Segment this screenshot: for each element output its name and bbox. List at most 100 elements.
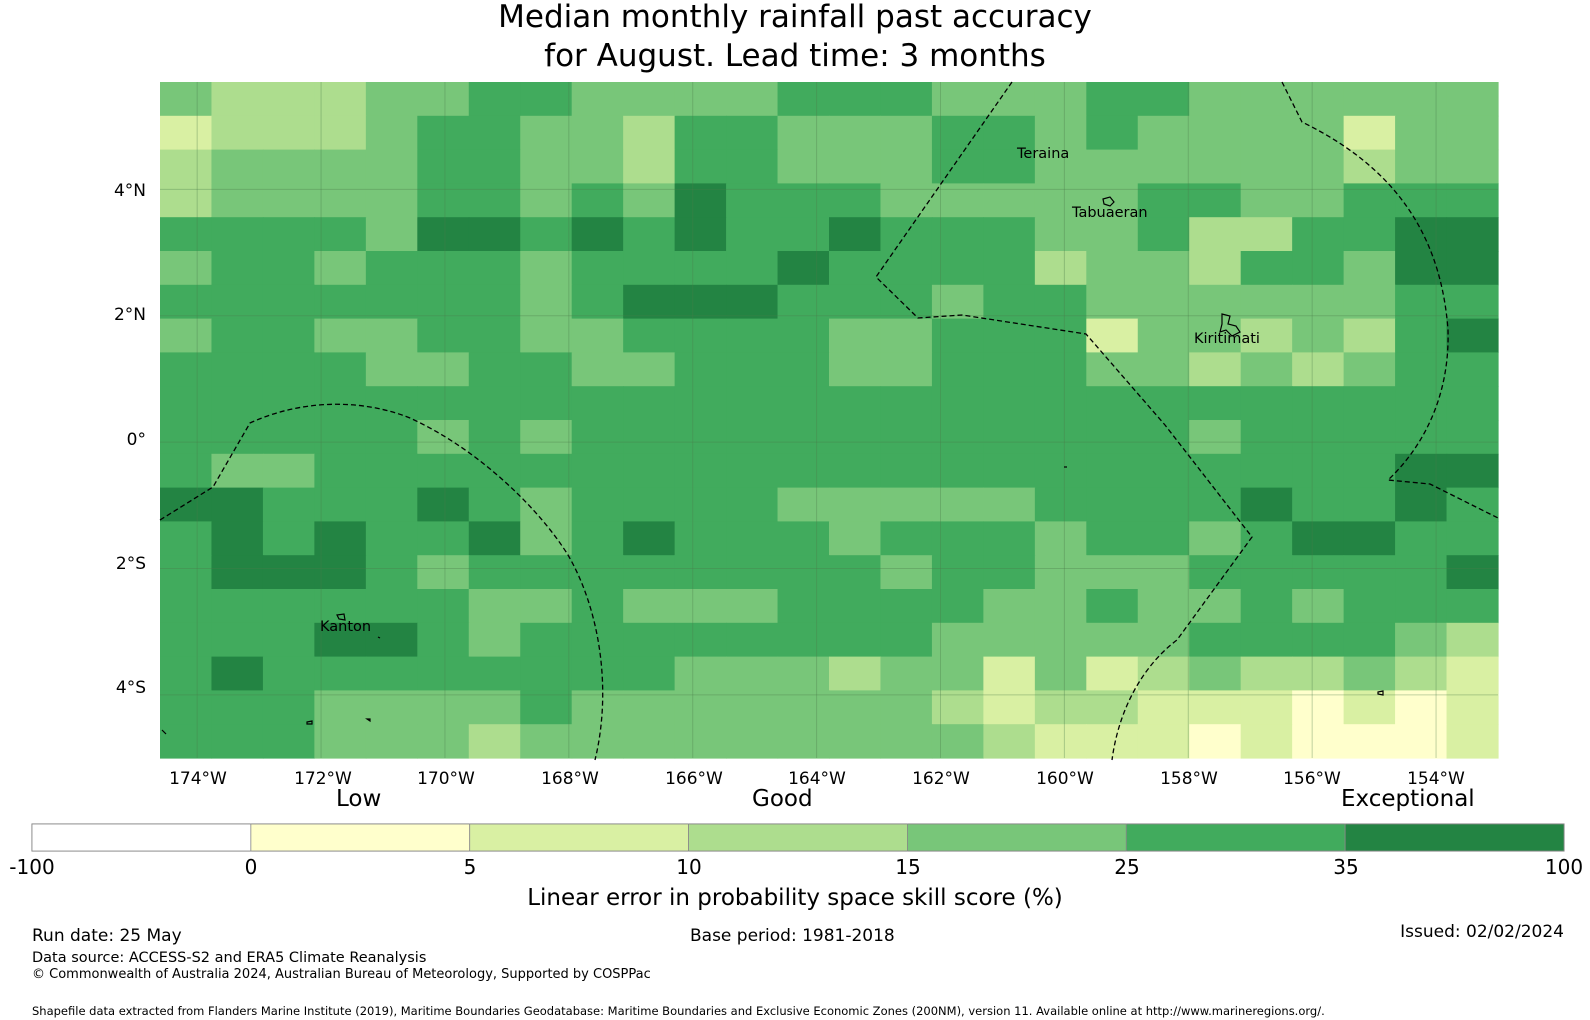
grid-cell (1086, 724, 1139, 759)
grid-cell (1034, 115, 1087, 151)
grid-cell (674, 284, 727, 320)
grid-cell (1034, 690, 1087, 725)
grid-cell (1137, 724, 1190, 759)
grid-cell (1292, 420, 1345, 455)
grid-cell (777, 115, 830, 151)
grid-cell (1189, 352, 1242, 387)
grid-cell (726, 690, 779, 725)
grid-cell (365, 487, 418, 522)
grid-cell (1240, 420, 1293, 455)
grid-cell (829, 724, 882, 759)
grid-cell (1189, 386, 1242, 421)
grid-cell (931, 487, 984, 522)
kiritimati-island (1219, 313, 1241, 337)
grid-cell (674, 622, 727, 658)
grid-cell (1343, 386, 1396, 421)
grid-cell (1137, 284, 1190, 320)
grid-cell (777, 284, 830, 320)
grid-cell (211, 386, 264, 421)
grid-cell (1446, 82, 1499, 117)
grid-cell (1395, 251, 1448, 286)
grid-cell (1395, 622, 1448, 658)
grid-cell (777, 656, 830, 691)
grid-cell (520, 82, 573, 117)
colorbar-segment (1125, 823, 1346, 852)
grid-cell (520, 149, 573, 184)
colorbar-tick: 0 (244, 855, 258, 879)
grid-cell (829, 622, 882, 658)
grid-cell (1292, 622, 1345, 658)
grid-cell (1034, 183, 1087, 218)
grid-cell (623, 555, 676, 590)
grid-cell (829, 420, 882, 455)
grid-cell (1240, 487, 1293, 522)
grid-cell (417, 487, 470, 522)
grid-cell (314, 251, 367, 286)
grid-cell (365, 82, 418, 117)
grid-cell (726, 82, 779, 117)
lat-label-2s: 2°S (115, 554, 146, 574)
grid-cell (983, 352, 1036, 387)
grid-cell (160, 555, 213, 590)
run-date: Run date: 25 May (32, 926, 182, 946)
grid-cell (1343, 589, 1396, 624)
grid-cell (314, 521, 367, 556)
grid-cell (211, 352, 264, 387)
grid-cell (1446, 453, 1499, 489)
grid-cell (674, 386, 727, 421)
grid-cell (1189, 217, 1242, 252)
eez-boundary-line (875, 81, 1253, 761)
grid-cell (1446, 622, 1499, 658)
map-title-line-1: Median monthly rainfall past accuracy (498, 0, 1092, 35)
grid-cell (777, 420, 830, 455)
grid-cell (931, 453, 984, 489)
grid-cell (160, 622, 213, 658)
grid-cell (931, 251, 984, 286)
grid-cell (1189, 487, 1242, 522)
colorbar-tick: 5 (463, 855, 477, 879)
grid-cell (571, 115, 624, 151)
grid-cell (468, 115, 521, 151)
grid-cell (1240, 690, 1293, 725)
grid-cell (983, 217, 1036, 252)
grid-cell (931, 352, 984, 387)
grid-cell (829, 183, 882, 218)
grid-cell (1086, 656, 1139, 691)
grid-cell (1395, 656, 1448, 691)
grid-cell (211, 690, 264, 725)
grid-cell (520, 453, 573, 489)
grid-cell (777, 149, 830, 184)
grid-cell (417, 622, 470, 658)
islet (161, 729, 167, 735)
grid-cell (880, 656, 933, 691)
grid-cell (674, 318, 727, 353)
grid-cell (1189, 149, 1242, 184)
grid-cell (726, 352, 779, 387)
grid-cell (314, 453, 367, 489)
grid-cell (160, 352, 213, 387)
grid-cell (520, 589, 573, 624)
grid-cell (1343, 420, 1396, 455)
grid-cell (1034, 420, 1087, 455)
grid-cell (983, 284, 1036, 320)
grid-cell (983, 386, 1036, 421)
grid-cell (571, 521, 624, 556)
grid-cell (520, 690, 573, 725)
grid-cell (1292, 251, 1345, 286)
grid-cell (777, 724, 830, 759)
grid-cell (829, 217, 882, 252)
grid-cell (623, 352, 676, 387)
lon-label-164w: 164°W (788, 769, 846, 789)
grid-cell (211, 487, 264, 522)
grid-cell (1343, 690, 1396, 725)
grid-cell (726, 724, 779, 759)
grid-cell (983, 149, 1036, 184)
grid-cell (1137, 521, 1190, 556)
grid-cell (623, 115, 676, 151)
grid-cell (623, 318, 676, 353)
grid-cell (1395, 589, 1448, 624)
grid-cell (520, 555, 573, 590)
grid-cell (211, 251, 264, 286)
grid-cell (983, 724, 1036, 759)
grid-cell (1086, 251, 1139, 286)
